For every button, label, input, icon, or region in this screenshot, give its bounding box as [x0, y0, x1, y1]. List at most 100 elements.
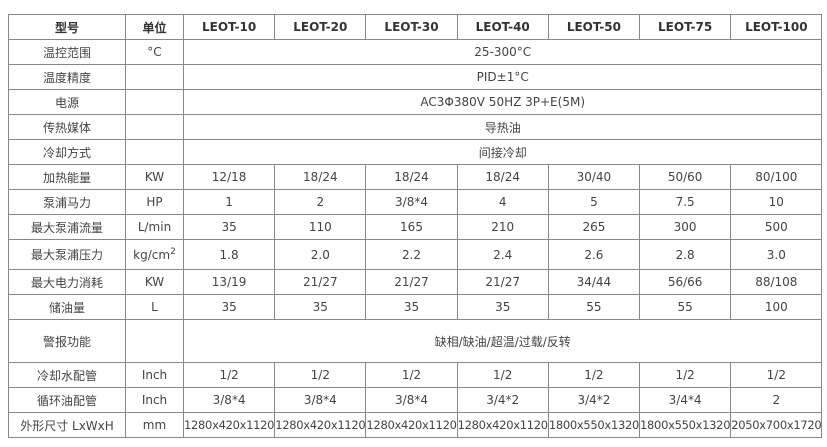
- row-value: 5: [547, 189, 641, 215]
- row-value: 3/8*4: [274, 387, 367, 413]
- row-value: 1280x420x1120: [274, 412, 367, 438]
- row-value: 18/24: [365, 164, 458, 190]
- row-label: 冷却方式: [8, 139, 126, 165]
- row-value: 1280x420x1120: [456, 412, 549, 438]
- row-label: 外形尺寸 LxWxH: [8, 412, 126, 438]
- row-value: 88/108: [730, 269, 823, 295]
- table-row: 最大电力消耗 KW 13/19 21/27 21/27 21/27 34/44 56/66 88…: [8, 269, 823, 295]
- row-value: 1280x420x1120: [365, 412, 458, 438]
- row-value: 1.8: [182, 239, 276, 270]
- header-model: LEOT-40: [456, 14, 549, 40]
- row-value: 80/100: [730, 164, 823, 190]
- row-value: 1/2: [365, 362, 458, 388]
- header-model: LEOT-20: [274, 14, 367, 40]
- header-label: 型号: [8, 14, 126, 40]
- row-label: 最大泵浦压力: [8, 239, 126, 270]
- row-value: 56/66: [639, 269, 732, 295]
- row-unit: [125, 319, 184, 363]
- row-value: 1800x550x1320: [639, 412, 732, 438]
- row-value: 2.8: [639, 239, 732, 270]
- row-value: 50/60: [639, 164, 732, 190]
- spec-table: 型号 单位 LEOT-10 LEOT-20 LEOT-30 LEOT-40 LE…: [8, 14, 823, 438]
- row-value: 3/4*2: [456, 387, 549, 413]
- row-value: 34/44: [547, 269, 641, 295]
- table-row: 泵浦马力 HP 1 2 3/8*4 4 5 7.5 10: [8, 189, 823, 215]
- row-value: 1/2: [274, 362, 367, 388]
- row-unit: [125, 114, 184, 140]
- table-row: 最大泵浦流量 L/min 35 110 165 210 265 300 500: [8, 214, 823, 240]
- row-value: 165: [365, 214, 458, 240]
- header-row: 型号 单位 LEOT-10 LEOT-20 LEOT-30 LEOT-40 LE…: [8, 14, 823, 40]
- row-value: 300: [639, 214, 732, 240]
- row-value: 1: [182, 189, 276, 215]
- row-value: 2050x700x1720: [730, 412, 823, 438]
- row-value: 18/24: [274, 164, 367, 190]
- row-value: 7.5: [639, 189, 732, 215]
- row-unit: [125, 64, 184, 90]
- row-value: 1/2: [730, 362, 823, 388]
- row-value: 4: [456, 189, 549, 215]
- table-row: 循环油配管 Inch 3/8*4 3/8*4 3/8*4 3/4*2 3/4*2 3/4*4 2: [8, 387, 823, 413]
- row-unit: L: [125, 294, 184, 320]
- row-unit: KW: [125, 164, 184, 190]
- row-value: 55: [547, 294, 641, 320]
- row-value: 3.0: [730, 239, 823, 270]
- row-value: 2.0: [274, 239, 367, 270]
- row-value: 2: [274, 189, 367, 215]
- row-value: 1800x550x1320: [547, 412, 641, 438]
- table-row: 温控范围 °C 25-300°C: [8, 39, 823, 65]
- table-row: 温度精度 PID±1°C: [8, 64, 823, 90]
- row-unit: Inch: [125, 387, 184, 413]
- row-value: 21/27: [274, 269, 367, 295]
- table-row: 冷却水配管 Inch 1/2 1/2 1/2 1/2 1/2 1/2 1/2: [8, 362, 823, 388]
- header-model: LEOT-100: [730, 14, 823, 40]
- table-row: 外形尺寸 LxWxH mm 1280x420x1120 1280x420x1120 12…: [8, 412, 823, 438]
- header-unit: 单位: [125, 14, 184, 40]
- row-unit: Inch: [125, 362, 184, 388]
- row-value: 35: [365, 294, 458, 320]
- row-value: 1/2: [547, 362, 641, 388]
- row-value: 3/8*4: [182, 387, 276, 413]
- row-label: 泵浦马力: [8, 189, 126, 215]
- row-value: 500: [730, 214, 823, 240]
- row-value: 35: [274, 294, 367, 320]
- header-model: LEOT-50: [547, 14, 641, 40]
- row-value: 10: [730, 189, 823, 215]
- row-unit: kg/cm2: [125, 239, 184, 270]
- row-label: 最大泵浦流量: [8, 214, 126, 240]
- unit-superscript: 2: [170, 247, 176, 257]
- row-value: PID±1°C: [182, 64, 823, 90]
- row-label: 储油量: [8, 294, 126, 320]
- row-value: 35: [182, 294, 276, 320]
- row-value: 12/18: [182, 164, 276, 190]
- row-value: 265: [547, 214, 641, 240]
- table-row: 加热能量 KW 12/18 18/24 18/24 18/24 30/40 50/60 80/1…: [8, 164, 823, 190]
- row-value: 1/2: [639, 362, 732, 388]
- table-row: 冷却方式 间接冷却: [8, 139, 823, 165]
- row-value: 3/4*2: [547, 387, 641, 413]
- row-value: 25-300°C: [182, 39, 823, 65]
- row-label: 电源: [8, 89, 126, 115]
- row-label: 温控范围: [8, 39, 126, 65]
- unit-text: kg/cm: [133, 248, 171, 262]
- row-label: 冷却水配管: [8, 362, 126, 388]
- table-row: 储油量 L 35 35 35 35 55 55 100: [8, 294, 823, 320]
- row-unit: mm: [125, 412, 184, 438]
- table-row: 警报功能 缺相/缺油/超温/过载/反转: [8, 319, 823, 363]
- header-model: LEOT-75: [639, 14, 732, 40]
- row-value: 13/19: [182, 269, 276, 295]
- row-unit: HP: [125, 189, 184, 215]
- row-value: 缺相/缺油/超温/过载/反转: [182, 319, 823, 363]
- row-value: 1/2: [182, 362, 276, 388]
- row-value: 3/4*4: [639, 387, 732, 413]
- row-value: 55: [639, 294, 732, 320]
- row-value: 1/2: [456, 362, 549, 388]
- row-value: 35: [182, 214, 276, 240]
- row-value: 2.4: [456, 239, 549, 270]
- row-value: 3/8*4: [365, 189, 458, 215]
- row-label: 警报功能: [8, 319, 126, 363]
- row-unit: [125, 89, 184, 115]
- row-value: AC3Φ380V 50HZ 3P+E(5M): [182, 89, 823, 115]
- row-value: 2: [730, 387, 823, 413]
- row-unit: L/min: [125, 214, 184, 240]
